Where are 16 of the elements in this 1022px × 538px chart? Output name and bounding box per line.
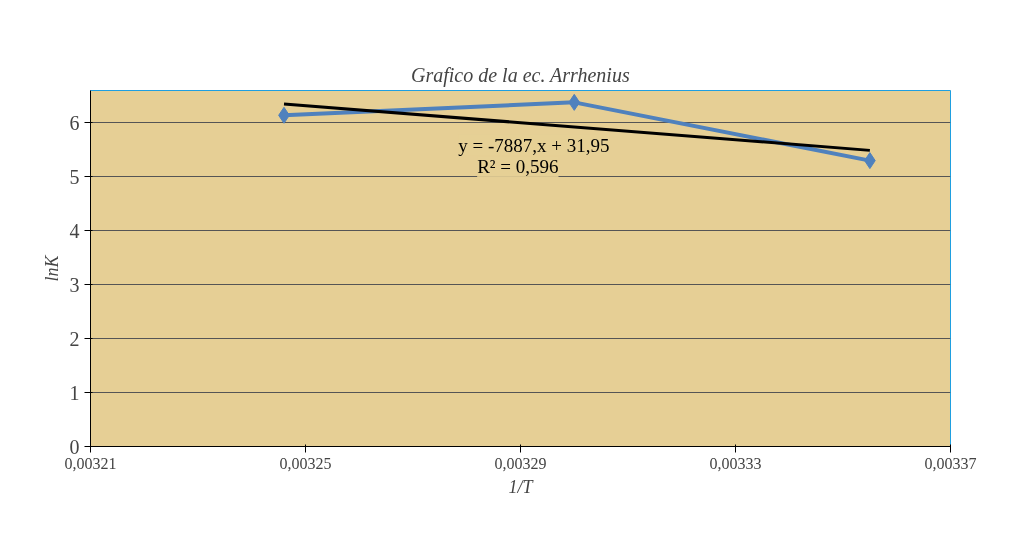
x-axis-title: 1/T — [508, 476, 535, 497]
x-tick-label: 0,00333 — [709, 454, 762, 472]
x-tick-label: 0,00325 — [279, 454, 332, 472]
x-tick-label: 0,00329 — [494, 454, 547, 472]
y-axis-title: lnK — [41, 254, 62, 282]
y-tick-label: 4 — [69, 219, 80, 242]
y-tick-label: 2 — [69, 327, 80, 350]
annotation: R² = 0,596 — [477, 156, 559, 178]
annotation: y = -7887,x + 31,95 — [458, 134, 610, 156]
y-tick-label: 6 — [69, 111, 80, 134]
x-tick-label: 0,00337 — [924, 454, 977, 472]
y-tick-label: 3 — [69, 273, 80, 296]
chart-title: Grafico de la ec. Arrhenius — [410, 63, 630, 87]
y-tick-label: 5 — [69, 165, 80, 188]
point — [568, 93, 581, 111]
y-tick-label: 1 — [69, 381, 80, 404]
